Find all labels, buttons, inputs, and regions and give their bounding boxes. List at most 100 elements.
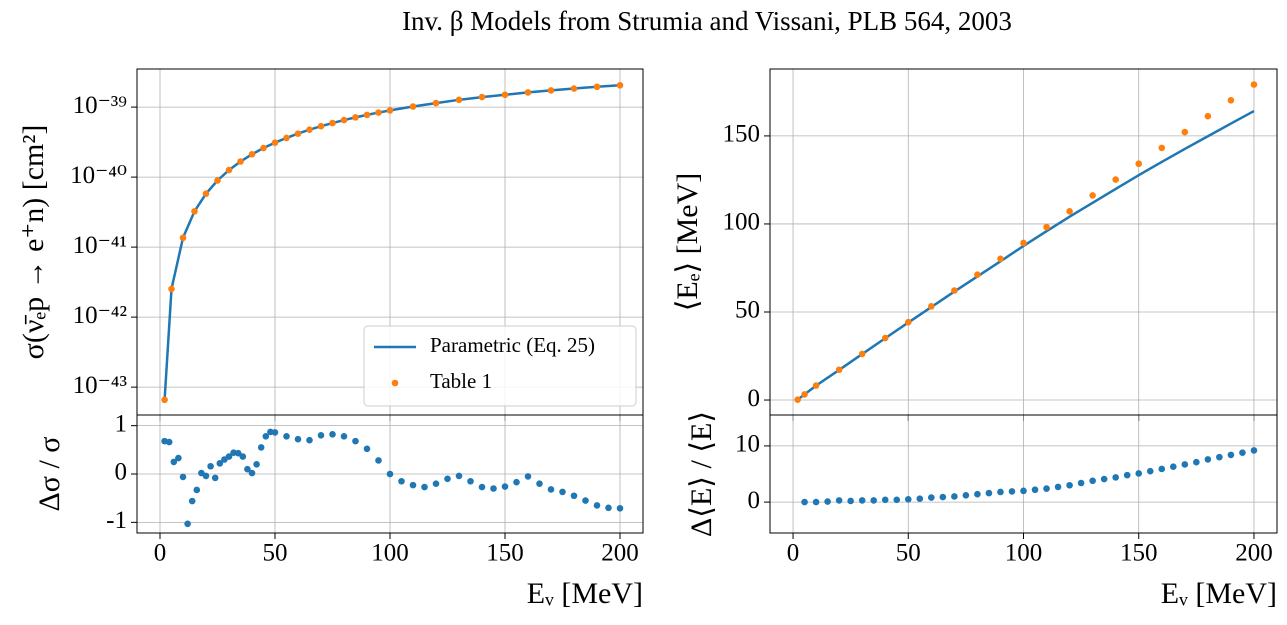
y-tick-label: 0 [748,385,761,412]
data-point [421,483,428,491]
data-point [1066,207,1073,215]
data-point [524,89,532,96]
data-point [179,473,187,481]
data-point [951,493,958,500]
data-point [893,496,901,504]
x-tick-label: 200 [1235,540,1273,567]
data-point [340,432,348,440]
data-point [794,396,801,403]
data-point [881,496,889,504]
data-point [352,114,359,121]
x-tick-label: 200 [601,540,639,567]
data-point [1204,456,1212,463]
data-point [847,497,854,505]
data-point [1089,192,1096,199]
data-point [1250,447,1258,454]
data-point [928,494,935,501]
x-tick-label: 150 [1120,540,1158,567]
data-point [444,475,451,483]
legend-label: Parametric (Eq. 25) [430,333,595,357]
data-point [1216,453,1223,461]
data-point [239,453,247,460]
data-point [835,497,843,504]
data-point [317,122,325,130]
data-point [1239,449,1246,456]
data-point [165,438,173,446]
data-point [1100,475,1108,483]
data-point [294,435,302,443]
data-point [593,502,601,509]
x-tick-label: 0 [154,540,167,567]
data-point [824,498,831,505]
data-point [363,111,371,119]
data-point [1227,97,1235,104]
data-point [168,285,175,293]
data-point [1169,463,1177,470]
data-point [386,107,394,114]
data-point [881,334,889,342]
data-point [398,477,405,485]
y-tick-label: 10⁻³⁹ [73,92,127,119]
data-point [916,495,924,503]
data-point [237,158,244,165]
y-axis-label: Δσ / σ [33,437,66,512]
data-point [271,139,279,147]
data-point [593,83,601,91]
data-point [501,91,509,99]
data-point [904,495,912,503]
data-point [582,497,589,504]
y-tick-label: 10⁻⁴¹ [73,232,127,259]
data-point [329,119,336,127]
data-point [501,483,509,490]
y-tick-label: 50 [735,297,760,324]
data-point [1193,458,1200,466]
data-point [1031,486,1039,494]
data-point [616,505,624,512]
data-point [858,497,866,504]
data-point [202,190,210,197]
data-point [524,473,532,480]
data-point [812,498,820,506]
y-tick-label: 150 [723,121,761,148]
data-point [997,255,1004,263]
y-tick-label: 10⁻⁴² [73,302,127,329]
data-point [605,504,612,512]
axes-frame [769,414,1278,534]
data-point [283,134,290,142]
plot-area [801,447,1258,506]
data-point [211,474,219,482]
data-point [1112,176,1119,183]
x-tick-label: 100 [371,540,409,567]
data-point [317,432,325,439]
data-point [306,126,313,134]
y-tick-label: 10 [735,431,760,458]
data-point [248,469,256,477]
data-point [1204,112,1212,120]
data-point [1146,467,1154,475]
data-point [432,480,440,487]
y-tick-label: 100 [723,209,761,236]
data-point [1054,483,1062,491]
plot-area [794,81,1258,403]
data-point [175,454,182,462]
y-tick-label: 0 [748,487,761,514]
data-point [257,444,265,451]
data-point [985,489,993,497]
data-point [455,96,463,104]
plot-area [161,81,624,404]
y-tick-label: 1 [115,410,128,437]
data-point [1181,461,1189,468]
data-point [812,382,820,389]
data-point [974,271,981,278]
data-point [570,492,578,500]
data-point [225,453,233,460]
data-point [478,93,486,101]
data-point [974,490,981,498]
data-point [170,458,178,466]
data-point [375,109,382,116]
x-tick-label: 150 [486,540,524,567]
data-point [939,493,947,501]
data-point [904,318,912,326]
data-point [536,480,543,487]
data-point [478,483,486,491]
